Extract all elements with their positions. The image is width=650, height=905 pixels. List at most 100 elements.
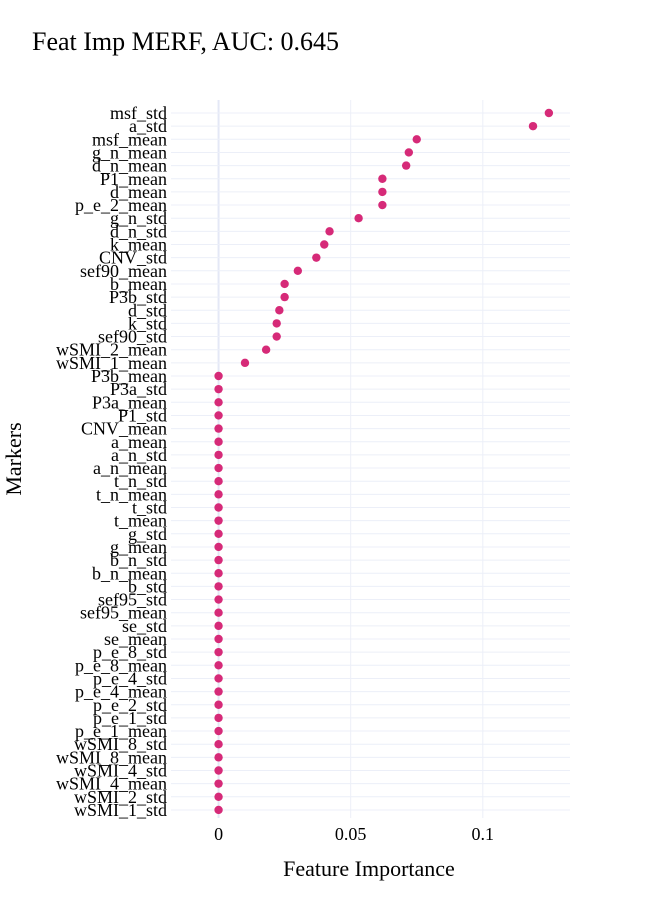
category-label: wSMI_8_std bbox=[74, 734, 167, 754]
data-point bbox=[404, 148, 414, 157]
data-points bbox=[214, 108, 554, 815]
data-point bbox=[214, 700, 223, 709]
data-point bbox=[214, 516, 223, 525]
category-label: a_n_std bbox=[111, 445, 167, 465]
data-point bbox=[214, 792, 223, 801]
data-point bbox=[214, 740, 223, 749]
data-point bbox=[214, 398, 223, 407]
category-label: t_n_std bbox=[114, 471, 167, 491]
data-point bbox=[401, 161, 411, 170]
category-label: wSMI_8_mean bbox=[56, 747, 167, 767]
category-label: CNV_std bbox=[99, 248, 167, 268]
category-label: p_e_2_std bbox=[93, 695, 167, 715]
data-point bbox=[214, 411, 223, 420]
data-point bbox=[214, 542, 223, 552]
category-label: sef95_mean bbox=[80, 603, 167, 623]
data-point bbox=[275, 306, 284, 315]
data-point bbox=[214, 647, 223, 657]
category-label: wSMI_4_mean bbox=[56, 774, 167, 794]
x-tick-labels: 0 0.05 0.1 bbox=[214, 824, 494, 844]
category-label: p_e_2_mean bbox=[75, 195, 167, 215]
data-point bbox=[214, 555, 223, 565]
category-label: P3b_std bbox=[109, 287, 167, 307]
category-label: a_std bbox=[129, 116, 167, 136]
data-point bbox=[325, 227, 334, 236]
data-point bbox=[214, 674, 223, 683]
category-label: sef95_std bbox=[98, 590, 167, 610]
category-label: a_mean bbox=[111, 432, 167, 452]
category-label: wSMI_1_mean bbox=[56, 353, 167, 373]
data-point bbox=[214, 687, 223, 696]
category-label: b_mean bbox=[110, 274, 167, 294]
data-point bbox=[214, 450, 223, 460]
x-axis-title: Feature Importance bbox=[283, 856, 455, 881]
category-label: t_std bbox=[132, 498, 167, 518]
category-label: se_std bbox=[122, 616, 167, 636]
category-label: p_e_1_std bbox=[93, 708, 167, 728]
data-point bbox=[378, 174, 387, 183]
category-label: g_n_std bbox=[110, 208, 167, 228]
data-point bbox=[214, 713, 223, 723]
data-point bbox=[378, 200, 387, 210]
category-label: d_n_mean bbox=[92, 156, 167, 176]
category-label: p_e_4_std bbox=[93, 668, 167, 688]
category-label: d_std bbox=[128, 300, 167, 320]
data-point bbox=[214, 437, 223, 446]
category-label: d_mean bbox=[110, 182, 167, 202]
x-tick-label: 0 bbox=[214, 824, 223, 844]
data-point bbox=[214, 595, 223, 604]
data-point bbox=[214, 661, 223, 670]
y-axis-title: Markers bbox=[1, 422, 26, 495]
data-point bbox=[214, 384, 223, 394]
category-label: P3a_std bbox=[110, 379, 167, 399]
category-label: b_std bbox=[128, 576, 167, 596]
category-label: g_std bbox=[128, 524, 167, 544]
data-point bbox=[214, 463, 223, 473]
category-label: t_mean bbox=[114, 511, 167, 531]
gridlines bbox=[171, 100, 570, 818]
data-point bbox=[214, 726, 223, 736]
category-label: b_n_std bbox=[110, 550, 167, 570]
category-label: d_n_std bbox=[110, 221, 167, 241]
category-label: p_e_8_std bbox=[93, 642, 167, 662]
category-label: P3a_mean bbox=[92, 392, 167, 412]
category-label: g_n_mean bbox=[92, 142, 167, 162]
category-label: p_e_4_mean bbox=[75, 682, 167, 702]
data-point bbox=[312, 253, 321, 262]
data-point bbox=[240, 358, 250, 368]
category-label: t_n_mean bbox=[96, 484, 167, 504]
x-tick-label: 0.05 bbox=[335, 824, 367, 844]
data-point bbox=[378, 187, 387, 197]
data-point bbox=[214, 621, 223, 631]
data-point bbox=[214, 582, 223, 591]
category-label: sef90_mean bbox=[80, 261, 167, 281]
category-label: msf_mean bbox=[92, 129, 167, 149]
data-point bbox=[214, 753, 223, 762]
data-point bbox=[214, 529, 223, 538]
category-label: P1_mean bbox=[100, 169, 167, 189]
category-label: wSMI_2_std bbox=[74, 787, 167, 807]
category-label: P1_std bbox=[118, 405, 167, 425]
category-label: k_std bbox=[128, 313, 167, 333]
category-label: wSMI_4_std bbox=[74, 761, 167, 781]
category-label: b_n_mean bbox=[92, 563, 167, 583]
data-point bbox=[280, 292, 289, 302]
data-point bbox=[412, 135, 421, 144]
category-labels: msf_stda_stdmsf_meang_n_meand_n_meanP1_m… bbox=[56, 103, 167, 820]
data-point bbox=[320, 240, 329, 249]
data-point bbox=[214, 766, 223, 775]
data-point bbox=[214, 477, 223, 486]
data-point bbox=[214, 371, 223, 381]
data-point bbox=[528, 121, 538, 131]
data-point bbox=[280, 279, 289, 289]
category-label: wSMI_1_std bbox=[74, 800, 167, 820]
category-label: p_e_8_mean bbox=[75, 655, 167, 675]
category-label: CNV_mean bbox=[81, 419, 167, 439]
data-point bbox=[272, 319, 281, 328]
data-point bbox=[214, 424, 223, 433]
category-label: se_mean bbox=[104, 629, 167, 649]
category-label: k_mean bbox=[110, 235, 167, 255]
data-point bbox=[214, 503, 223, 512]
